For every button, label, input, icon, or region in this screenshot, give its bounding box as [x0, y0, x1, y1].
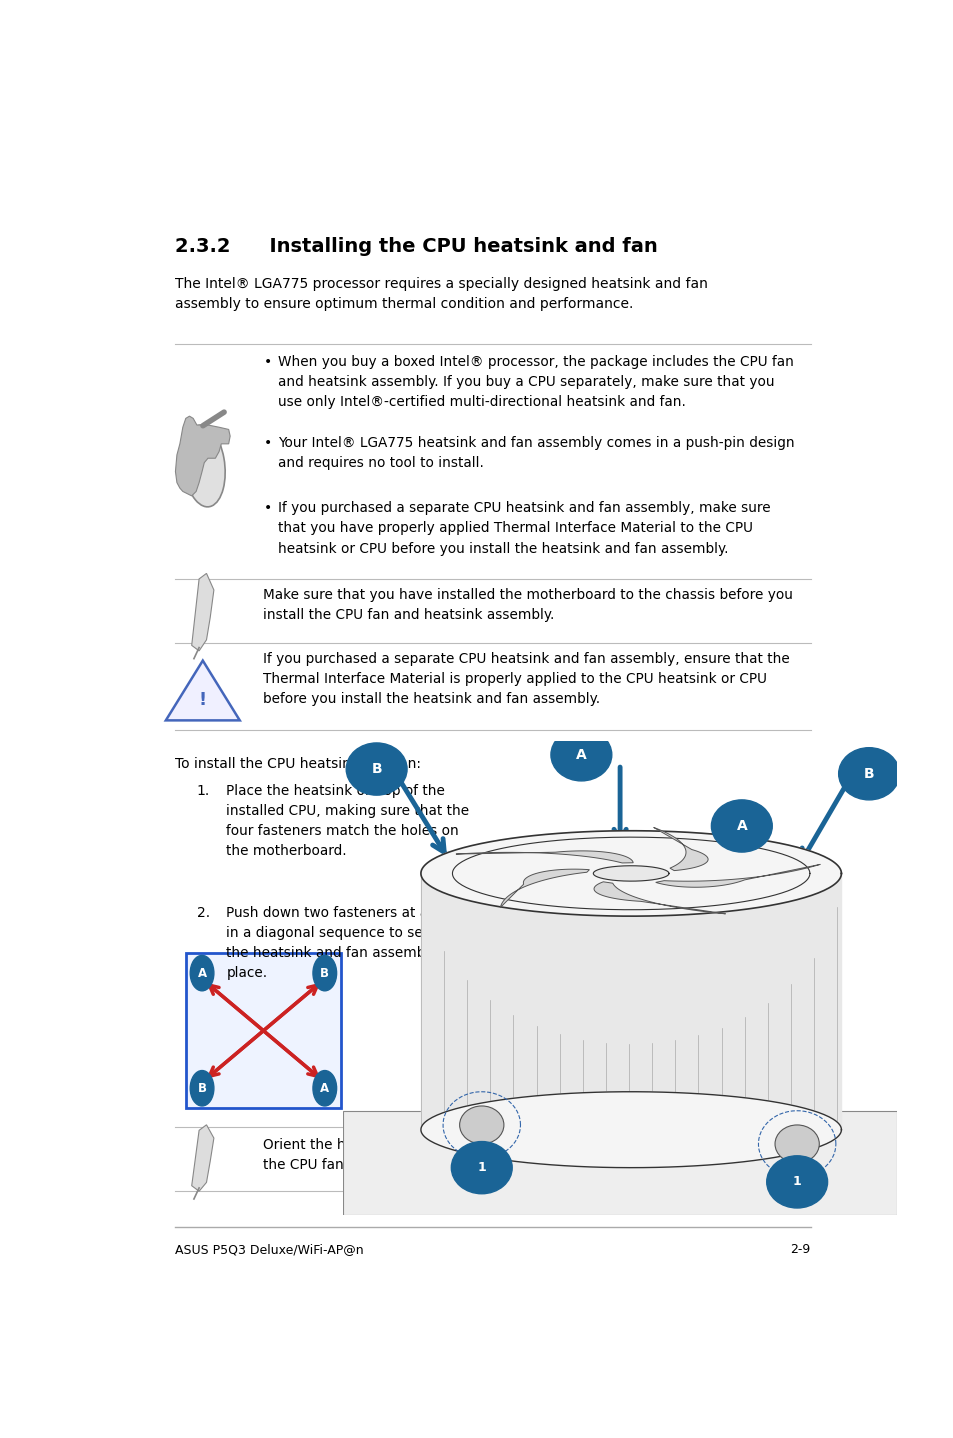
- Circle shape: [838, 748, 899, 800]
- Polygon shape: [655, 864, 820, 887]
- Text: 2-9: 2-9: [789, 1244, 810, 1257]
- Circle shape: [551, 729, 611, 781]
- Text: B: B: [320, 966, 329, 979]
- Text: Your Intel® LGA775 heatsink and fan assembly comes in a push-pin design
and requ: Your Intel® LGA775 heatsink and fan asse…: [278, 436, 794, 470]
- Polygon shape: [594, 881, 725, 913]
- Polygon shape: [593, 866, 668, 881]
- Text: 2.3.2  Installing the CPU heatsink and fan: 2.3.2 Installing the CPU heatsink and fa…: [174, 237, 657, 256]
- Text: A: A: [197, 966, 207, 979]
- Polygon shape: [192, 1125, 213, 1191]
- Text: A: A: [576, 748, 586, 762]
- Text: B: B: [197, 1081, 207, 1094]
- Text: Make sure that you have installed the motherboard to the chassis before you
inst: Make sure that you have installed the mo…: [263, 588, 793, 621]
- Text: !: !: [198, 690, 207, 709]
- Text: 1.: 1.: [196, 784, 210, 798]
- Text: B: B: [371, 762, 381, 777]
- Polygon shape: [175, 416, 230, 496]
- Polygon shape: [456, 851, 633, 863]
- FancyArrowPatch shape: [203, 413, 224, 426]
- Text: Orient the heatsink and fan assembly such that the CPU fan cable is closest to
t: Orient the heatsink and fan assembly suc…: [263, 1137, 801, 1172]
- Circle shape: [313, 955, 336, 991]
- Polygon shape: [420, 831, 841, 916]
- Text: To install the CPU heatsink and fan:: To install the CPU heatsink and fan:: [174, 758, 420, 771]
- Text: The Intel® LGA775 processor requires a specially designed heatsink and fan
assem: The Intel® LGA775 processor requires a s…: [174, 276, 707, 311]
- FancyBboxPatch shape: [186, 953, 341, 1109]
- Text: Push down two fasteners at a time
in a diagonal sequence to secure
the heatsink : Push down two fasteners at a time in a d…: [226, 906, 463, 979]
- Circle shape: [766, 1156, 826, 1208]
- Text: 2.: 2.: [196, 906, 210, 919]
- Circle shape: [451, 1142, 512, 1194]
- Text: •: •: [263, 355, 272, 370]
- Circle shape: [313, 1070, 336, 1106]
- Text: Place the heatsink on top of the
installed CPU, making sure that the
four fasten: Place the heatsink on top of the install…: [226, 784, 469, 858]
- Text: 1: 1: [476, 1160, 486, 1175]
- Text: •: •: [263, 502, 272, 515]
- Text: If you purchased a separate CPU heatsink and fan assembly, ensure that the
Therm: If you purchased a separate CPU heatsink…: [263, 651, 789, 706]
- Polygon shape: [192, 574, 213, 651]
- Ellipse shape: [183, 426, 225, 506]
- Text: 1: 1: [792, 1175, 801, 1188]
- Circle shape: [190, 1070, 213, 1106]
- Text: If you purchased a separate CPU heatsink and fan assembly, make sure
that you ha: If you purchased a separate CPU heatsink…: [278, 502, 770, 555]
- Polygon shape: [166, 660, 239, 720]
- Text: ASUS P5Q3 Deluxe/WiFi-AP@n: ASUS P5Q3 Deluxe/WiFi-AP@n: [174, 1244, 363, 1257]
- Circle shape: [459, 1106, 503, 1145]
- Circle shape: [346, 743, 407, 795]
- Text: B: B: [862, 766, 874, 781]
- Text: A: A: [320, 1081, 329, 1094]
- Circle shape: [190, 955, 213, 991]
- Circle shape: [774, 1125, 819, 1163]
- Polygon shape: [420, 1091, 841, 1168]
- Text: A: A: [736, 820, 746, 833]
- Polygon shape: [343, 1110, 896, 1215]
- Circle shape: [711, 800, 771, 853]
- Text: •: •: [263, 436, 272, 450]
- Text: When you buy a boxed Intel® processor, the package includes the CPU fan
and heat: When you buy a boxed Intel® processor, t…: [278, 355, 793, 410]
- Polygon shape: [499, 869, 589, 907]
- Polygon shape: [653, 827, 707, 870]
